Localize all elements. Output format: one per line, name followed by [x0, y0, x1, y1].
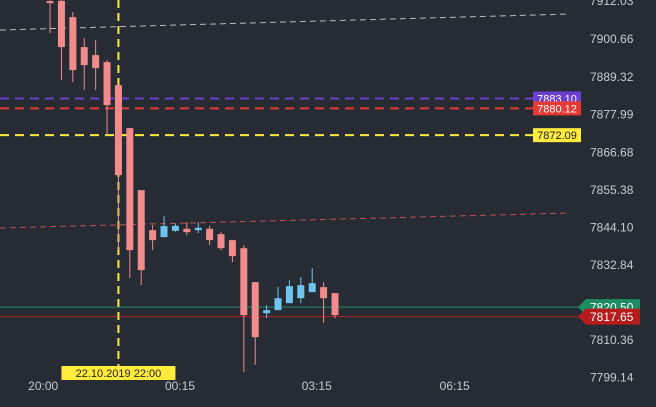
x-tick-label: 03:15	[302, 379, 332, 393]
x-tick-label: 20:00	[28, 379, 58, 393]
y-tick-label: 7799.14	[590, 371, 634, 385]
candle-body	[149, 230, 157, 241]
marker-label-box	[61, 366, 176, 380]
candle-body	[46, 1, 54, 4]
y-tick-label: 7832.84	[590, 258, 634, 272]
candle-body	[285, 286, 293, 304]
candle-body	[228, 240, 236, 257]
y-tick-label: 7889.32	[590, 70, 634, 84]
y-tick-label: 7866.68	[590, 145, 634, 159]
candle-body	[183, 228, 191, 233]
candle-body	[331, 293, 339, 316]
candle-body	[274, 298, 282, 311]
y-tick-label: 7912.03	[590, 0, 634, 8]
candle-body	[308, 283, 316, 293]
candle-body	[103, 62, 111, 106]
candle-body	[320, 287, 328, 299]
candle-body	[240, 248, 248, 316]
candle-body	[69, 17, 77, 71]
candle-body	[114, 85, 122, 176]
candle-body	[217, 234, 225, 249]
candle-body	[171, 225, 179, 231]
candle-body	[263, 310, 271, 314]
y-tick-label: 7844.10	[590, 221, 634, 235]
y-tick-label: 7810.36	[590, 333, 634, 347]
candle-body	[160, 226, 168, 238]
candle-body	[297, 285, 305, 299]
candle-body	[80, 47, 88, 66]
marker-label: 22.10.2019 22:00	[76, 368, 162, 380]
level-label: 7817.65	[590, 310, 634, 324]
y-tick-label: 7855.38	[590, 183, 634, 197]
x-tick-label: 00:15	[165, 379, 195, 393]
candle-body	[137, 190, 145, 271]
trend-line	[0, 13, 571, 31]
trend-line	[0, 212, 571, 229]
candle-body	[251, 282, 259, 338]
level-label: 7872.09	[537, 130, 577, 142]
y-tick-label: 7900.66	[590, 32, 634, 46]
candle-body	[206, 228, 214, 241]
level-label-box	[578, 308, 640, 325]
x-tick-label: 06:15	[440, 379, 470, 393]
level-label-box	[533, 101, 581, 116]
level-label-box	[533, 128, 581, 143]
candle-body	[194, 227, 202, 231]
candle-body	[92, 55, 100, 69]
level-label: 7880.12	[537, 103, 577, 115]
y-tick-label: 7877.99	[590, 108, 634, 122]
candle-body	[126, 128, 134, 251]
candle-body	[57, 0, 65, 48]
